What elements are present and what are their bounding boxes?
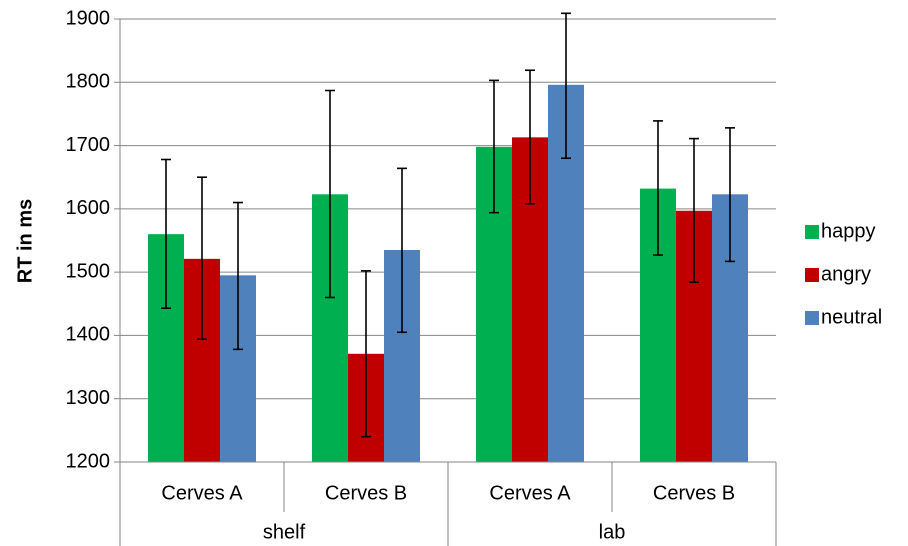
error-bar-angry xyxy=(197,176,207,341)
y-tick-label: 1800 xyxy=(66,71,111,93)
error-bar-neutral xyxy=(397,167,407,334)
error-bar-neutral xyxy=(725,127,735,263)
legend-label: happy xyxy=(821,220,876,242)
y-axis-label: RT in ms xyxy=(14,199,36,283)
y-tick-label: 1900 xyxy=(66,7,111,29)
error-bar-happy xyxy=(325,89,335,299)
x-tick-label: Cerves A xyxy=(161,482,243,504)
error-bar-happy xyxy=(161,158,171,310)
error-bar-neutral xyxy=(233,201,243,351)
error-bar-neutral xyxy=(561,12,571,160)
y-tick-label: 1500 xyxy=(66,260,111,282)
error-bar-angry xyxy=(361,270,371,438)
axes xyxy=(114,18,777,546)
legend-label: neutral xyxy=(821,306,882,328)
error-bar-happy xyxy=(489,79,499,214)
y-tick-label: 1300 xyxy=(66,387,111,409)
x-group-label: shelf xyxy=(263,521,306,543)
error-bar-happy xyxy=(653,120,663,256)
legend-label: angry xyxy=(821,263,871,285)
x-tick-label: Cerves B xyxy=(325,482,407,504)
legend-item-angry: angry xyxy=(805,263,871,285)
y-tick-label: 1200 xyxy=(66,450,111,472)
legend-swatch xyxy=(805,225,819,239)
y-tick-label: 1400 xyxy=(66,324,111,346)
error-bar-angry xyxy=(689,137,699,284)
legend: happy angry neutral xyxy=(805,220,882,328)
y-tick-labels: 1200 1300 1400 1500 1600 1700 1800 1900 xyxy=(66,7,111,472)
legend-item-neutral: neutral xyxy=(805,306,882,328)
x-axis-labels: Cerves A Cerves B Cerves A Cerves B shelf lab xyxy=(161,482,735,543)
y-tick-label: 1600 xyxy=(66,197,111,219)
x-group-label: lab xyxy=(599,521,626,543)
error-bar-angry xyxy=(525,69,535,205)
legend-swatch xyxy=(805,311,819,325)
legend-swatch xyxy=(805,268,819,282)
error-bars xyxy=(161,12,735,438)
legend-item-happy: happy xyxy=(805,220,876,242)
y-tick-label: 1700 xyxy=(66,134,111,156)
x-tick-label: Cerves B xyxy=(653,482,735,504)
x-tick-label: Cerves A xyxy=(489,482,571,504)
